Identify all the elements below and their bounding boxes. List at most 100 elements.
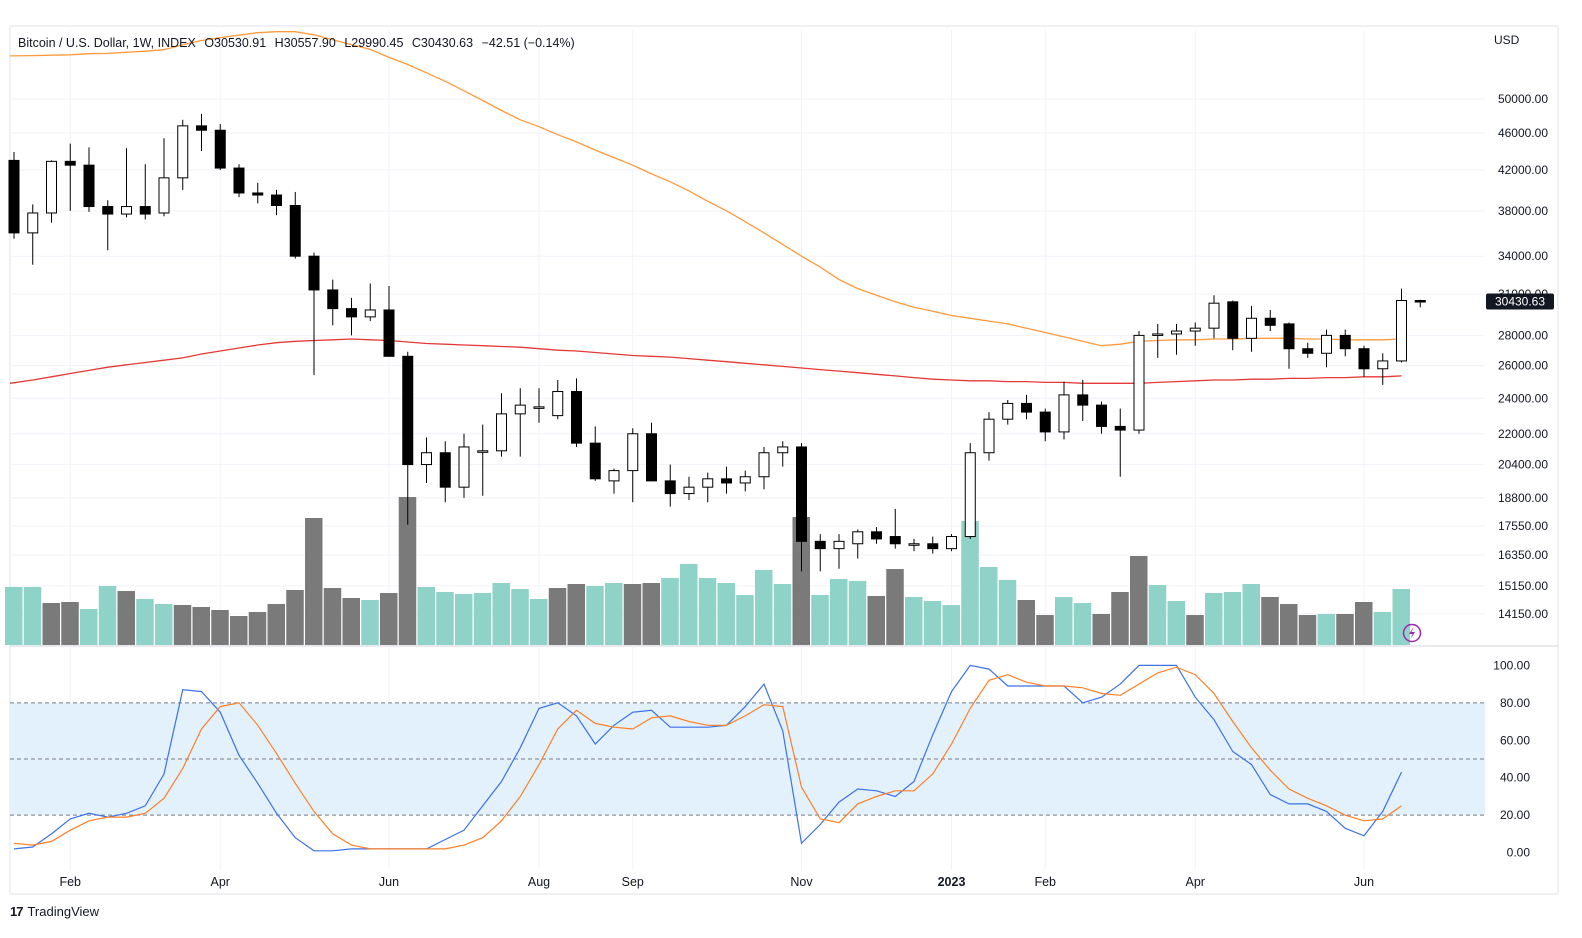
- moving-average-layer: [9, 31, 1402, 384]
- candle-body: [739, 476, 751, 484]
- volume-bar: [1392, 589, 1410, 645]
- candle-body: [158, 177, 170, 214]
- volume-bar: [548, 588, 567, 645]
- candle-body: [177, 125, 189, 179]
- candle-body: [1002, 402, 1014, 420]
- volume-bar: [211, 610, 229, 645]
- lightning-icon[interactable]: [1402, 623, 1422, 643]
- volume-bar: [361, 600, 379, 645]
- volume-bar: [530, 599, 548, 645]
- moving-average-orange: [9, 31, 1402, 347]
- volume-bar: [1261, 597, 1279, 645]
- time-tick-label: Apr: [211, 875, 230, 889]
- candle-body: [721, 478, 732, 484]
- volume-bar: [567, 584, 585, 645]
- volume-bar: [736, 595, 754, 645]
- volume-bar: [155, 604, 173, 645]
- volume-bar: [305, 518, 323, 645]
- candle-body: [871, 531, 882, 540]
- volume-bar: [1317, 614, 1335, 645]
- candle-body: [1302, 348, 1314, 354]
- candle-body: [121, 206, 132, 215]
- time-tick-label: Aug: [528, 875, 550, 889]
- candle-body: [702, 478, 714, 488]
- volume-bar: [230, 616, 248, 645]
- time-tick-label: Nov: [790, 875, 813, 889]
- candle-body: [214, 129, 226, 169]
- candle-body: [139, 206, 151, 215]
- volume-bar: [1148, 585, 1167, 645]
- brand-label: TradingView: [27, 904, 100, 919]
- candle-body: [664, 480, 676, 495]
- candle-body: [683, 486, 695, 495]
- stochastic-tick-label: 20.00: [1500, 808, 1530, 822]
- volume-bar: [830, 579, 848, 645]
- volume-bar: [286, 590, 304, 645]
- volume-bar: [380, 593, 398, 645]
- volume-bar: [42, 603, 60, 645]
- candle-body: [1227, 301, 1239, 339]
- candle-body: [1114, 425, 1126, 431]
- candle-body: [46, 160, 57, 214]
- volume-bar: [942, 605, 960, 645]
- volume-bar: [1336, 614, 1354, 645]
- volume-bar: [248, 612, 267, 645]
- volume-bar: [867, 596, 885, 645]
- legend-low: L29990.45: [344, 36, 404, 50]
- volume-bar: [605, 583, 623, 645]
- stochastic-tick-label: 100.00: [1493, 658, 1530, 672]
- price-tick-label: 26000.00: [1498, 359, 1548, 373]
- volume-bar: [773, 584, 792, 645]
- volume-bar: [1223, 592, 1242, 645]
- candle-body: [964, 452, 976, 538]
- tradingview-logo-icon: 17: [10, 904, 24, 919]
- volume-bar: [1092, 614, 1110, 645]
- volume-bar: [1205, 593, 1223, 645]
- candle-body: [271, 194, 282, 206]
- tradingview-brand[interactable]: 17 TradingView: [10, 904, 99, 919]
- candle-body: [458, 446, 470, 488]
- volume-bar: [436, 592, 454, 645]
- price-tick-label: 42000.00: [1498, 163, 1548, 177]
- volume-bar: [455, 594, 473, 645]
- candle-body: [83, 164, 95, 208]
- candle-body: [402, 355, 414, 466]
- candle-body: [196, 125, 207, 131]
- candle-body: [252, 192, 264, 196]
- candle-body: [1058, 394, 1070, 433]
- price-tick-label: 22000.00: [1498, 427, 1548, 441]
- volume-bar: [1355, 602, 1373, 645]
- price-tick-label: 28000.00: [1498, 328, 1548, 342]
- stochastic-d-line: [13, 666, 1402, 850]
- candle-body: [1246, 317, 1257, 339]
- candle-body: [908, 543, 920, 546]
- stochastic-layer: [13, 664, 1403, 852]
- volume-bar: [1017, 600, 1035, 645]
- price-tick-label: 15150.00: [1498, 579, 1548, 593]
- candle-body: [8, 159, 20, 234]
- volume-bar: [980, 567, 998, 645]
- time-tick-label: Feb: [59, 875, 81, 889]
- volume-bar: [755, 570, 773, 645]
- candle-body: [796, 446, 807, 542]
- volume-bar: [1130, 556, 1148, 645]
- candle-body: [608, 470, 620, 482]
- candle-body: [1264, 317, 1276, 326]
- volume-bar: [1280, 604, 1298, 645]
- volume-bar: [136, 599, 154, 645]
- volume-bar: [267, 604, 285, 645]
- stochastic-tick-label: 60.00: [1500, 733, 1530, 747]
- volume-bar: [792, 517, 810, 645]
- volume-bar: [1055, 597, 1073, 645]
- time-tick-label: Jun: [1354, 875, 1374, 889]
- lightning-icon-glyph: [1409, 627, 1415, 639]
- symbol-name: Bitcoin / U.S. Dollar, 1W, INDEX: [18, 36, 196, 50]
- axis-layer: 50000.00 46000.00 42000.00 38000.00 34000.00…: [59, 33, 1554, 889]
- volume-bar: [717, 583, 735, 645]
- legend-high: H30557.90: [274, 36, 336, 50]
- candle-body: [1077, 394, 1089, 406]
- volume-bar: [398, 497, 417, 645]
- symbol-legend: Bitcoin / U.S. Dollar, 1W, INDEX O30530.…: [18, 36, 580, 50]
- candle-body: [514, 404, 526, 415]
- legend-close: C30430.63: [411, 36, 474, 50]
